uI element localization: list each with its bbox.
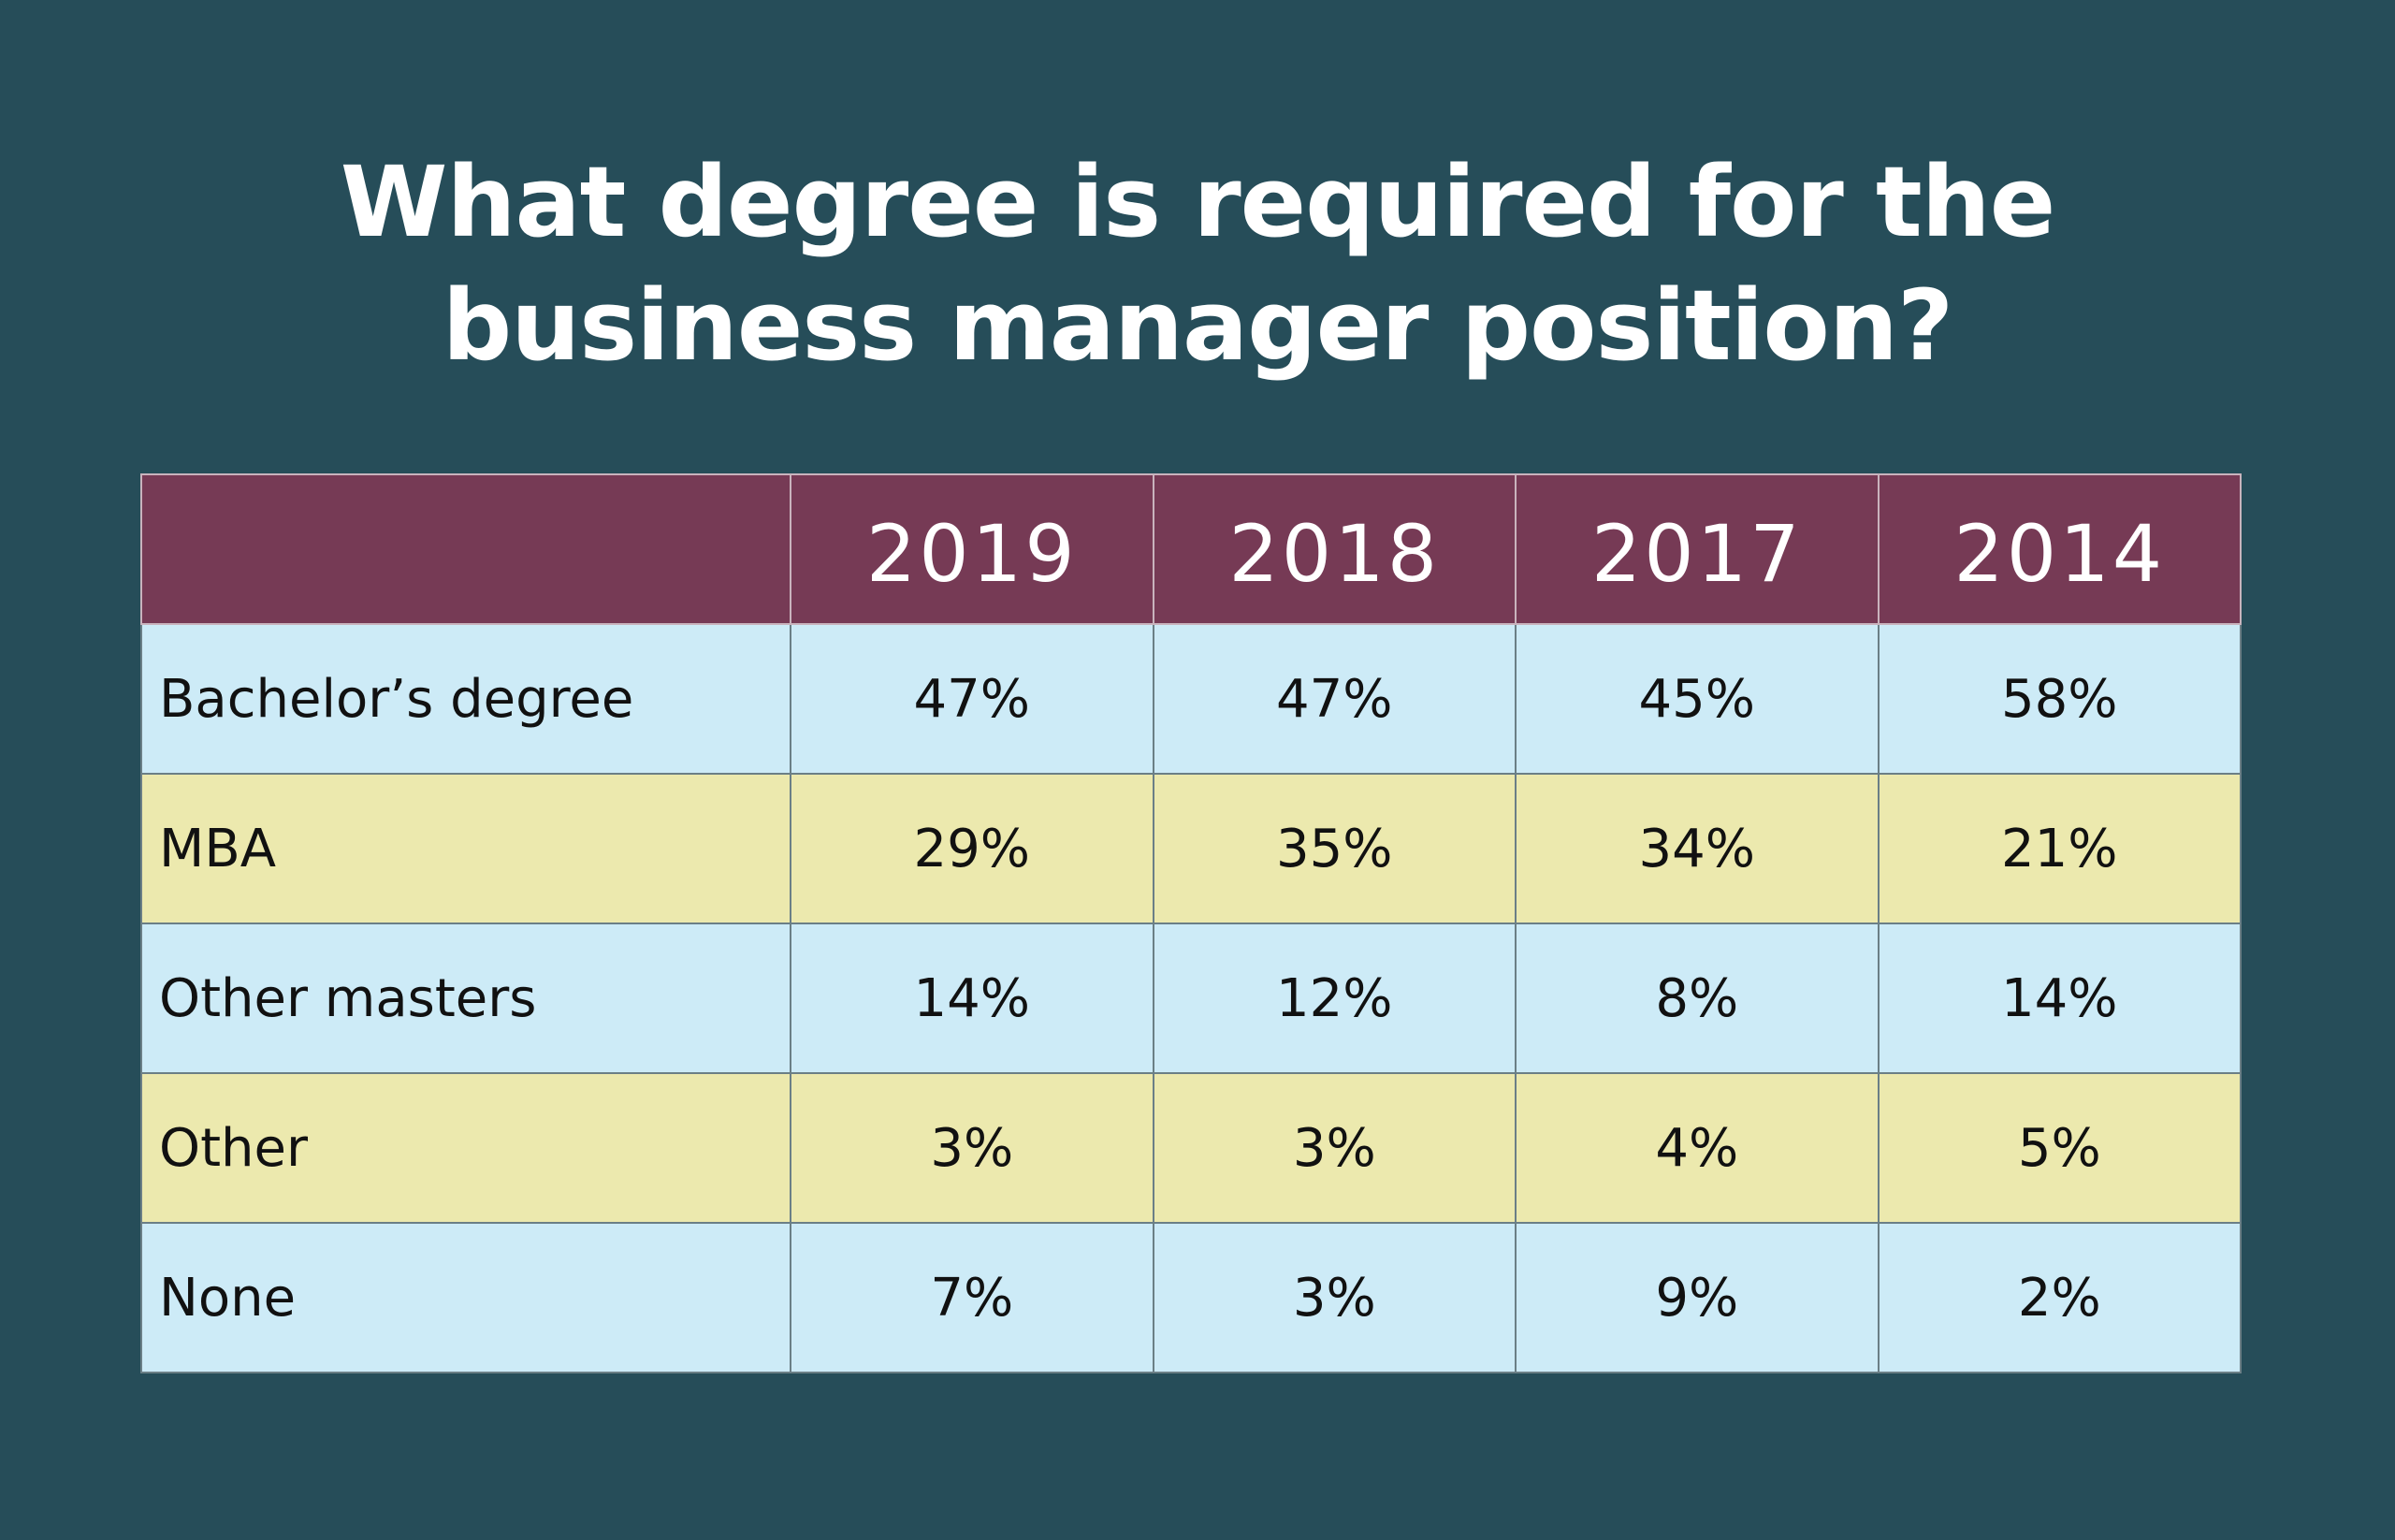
table-cell: 47%	[1152, 623, 1517, 775]
column-header: 2014	[1877, 473, 2242, 625]
table-cell: 12%	[1152, 923, 1517, 1074]
row-label: Other masters	[140, 923, 791, 1074]
table-row: Bachelor’s degree 47% 47% 45% 58%	[140, 623, 2242, 775]
title: What degree is required for the business…	[0, 140, 2395, 387]
header-row: 2019 2018 2017 2014	[140, 473, 2242, 625]
column-header: 2019	[790, 473, 1154, 625]
title-line: What degree is required for the	[340, 145, 2056, 259]
table-row: Other 3% 3% 4% 5%	[140, 1072, 2242, 1224]
column-header: 2017	[1515, 473, 1880, 625]
table-cell: 29%	[790, 773, 1154, 924]
table-cell: 9%	[1515, 1222, 1880, 1373]
title-line: business manager position?	[442, 269, 1954, 383]
table-cell: 5%	[1877, 1072, 2242, 1224]
table-cell: 14%	[790, 923, 1154, 1074]
table-cell: 8%	[1515, 923, 1880, 1074]
table-cell: 34%	[1515, 773, 1880, 924]
table-cell: 4%	[1515, 1072, 1880, 1224]
table-cell: 58%	[1877, 623, 2242, 775]
table-cell: 3%	[790, 1072, 1154, 1224]
table-cell: 7%	[790, 1222, 1154, 1373]
table-row: None 7% 3% 9% 2%	[140, 1222, 2242, 1373]
table-cell: 14%	[1877, 923, 2242, 1074]
table-cell: 21%	[1877, 773, 2242, 924]
table-row: Other masters 14% 12% 8% 14%	[140, 923, 2242, 1074]
table-row: MBA 29% 35% 34% 21%	[140, 773, 2242, 924]
table-cell: 3%	[1152, 1222, 1517, 1373]
table: 2019 2018 2017 2014 Bachelor’s degree 47% 47%…	[140, 473, 2242, 1373]
row-label: None	[140, 1222, 791, 1373]
column-header: 2018	[1152, 473, 1517, 625]
table-cell: 3%	[1152, 1072, 1517, 1224]
header-corner	[140, 473, 791, 625]
row-label: Other	[140, 1072, 791, 1224]
table-cell: 45%	[1515, 623, 1880, 775]
table-cell: 35%	[1152, 773, 1517, 924]
row-label: MBA	[140, 773, 791, 924]
row-label: Bachelor’s degree	[140, 623, 791, 775]
table-cell: 2%	[1877, 1222, 2242, 1373]
table-cell: 47%	[790, 623, 1154, 775]
